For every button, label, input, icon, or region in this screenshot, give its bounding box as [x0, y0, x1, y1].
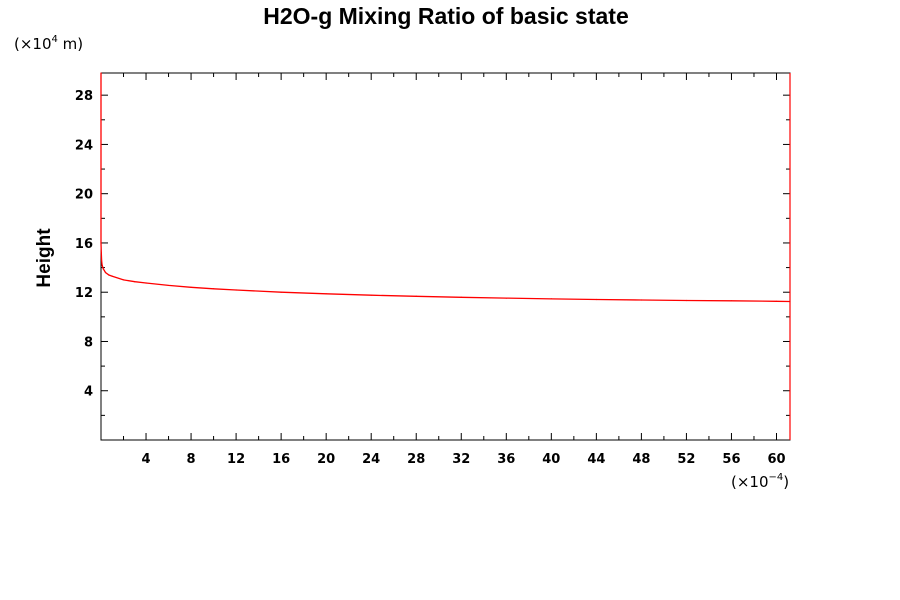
- x-tick-label: 12: [227, 452, 245, 467]
- y-axis-label: Height: [34, 228, 55, 288]
- data-point: [280, 291, 282, 293]
- x-tick-label: 16: [272, 452, 290, 467]
- y-tick-label: 8: [84, 335, 93, 350]
- data-point: [730, 300, 733, 302]
- chart-title: H2O-g Mixing Ratio of basic state: [263, 3, 629, 29]
- data-point: [145, 282, 147, 284]
- data-point: [100, 252, 102, 254]
- data-point: [104, 271, 107, 274]
- data-point: [108, 274, 110, 276]
- y-unit-prefix: (×10: [14, 35, 52, 53]
- data-point: [685, 299, 688, 302]
- x-unit-suffix: ): [783, 473, 789, 491]
- y-unit-suffix: m): [58, 35, 83, 53]
- x-tick-label: 8: [187, 452, 196, 467]
- x-unit-exponent: −4: [769, 472, 784, 483]
- x-tick-label: 40: [542, 452, 560, 467]
- x-unit-label: (×10−4): [731, 472, 789, 491]
- x-tick-label: 4: [142, 452, 151, 467]
- x-tick-label: 32: [452, 452, 470, 467]
- data-point: [100, 259, 103, 261]
- data-point: [101, 264, 103, 266]
- y-tick-label: 4: [84, 385, 93, 400]
- data-point: [325, 293, 327, 295]
- x-tick-label: 60: [767, 452, 785, 467]
- y-tick-label: 16: [75, 237, 93, 252]
- data-point: [102, 268, 104, 270]
- y-tick-label: 28: [75, 89, 93, 104]
- data-point: [134, 281, 136, 283]
- y-unit-exponent: 4: [52, 34, 58, 45]
- x-tick-label: 24: [362, 452, 380, 467]
- data-point: [550, 298, 552, 300]
- y-tick-label: 24: [75, 138, 93, 153]
- x-tick-label: 20: [317, 452, 335, 467]
- data-point: [212, 288, 215, 290]
- data-point: [505, 297, 507, 299]
- y-tick-label: 12: [75, 286, 93, 301]
- x-tick-label: 48: [632, 452, 650, 467]
- x-ticks: 4 8 12 16 20 24 28 32 36 40 44 48 52 56 60: [123, 73, 786, 467]
- data-point: [167, 284, 170, 287]
- data-point: [122, 279, 125, 281]
- data-point: [100, 242, 102, 244]
- x-tick-label: 36: [497, 452, 515, 467]
- data-point: [595, 298, 597, 301]
- x-tick-label: 44: [587, 452, 605, 467]
- data-point: [111, 275, 113, 277]
- x-unit-prefix: (×10: [731, 473, 769, 491]
- y-unit-label: (×104 m): [14, 34, 83, 53]
- data-point: [460, 296, 462, 298]
- series-line-0: [100, 73, 791, 303]
- data-point: [370, 294, 372, 296]
- data-point: [415, 295, 417, 297]
- x-tick-label: 56: [722, 452, 740, 467]
- y-tick-label: 20: [75, 188, 93, 203]
- data-point: [775, 300, 778, 302]
- series-layer: [100, 72, 791, 440]
- x-tick-label: 28: [407, 452, 425, 467]
- data-point: [640, 299, 642, 301]
- data-point: [100, 72, 102, 74]
- x-tick-label: 52: [677, 452, 695, 467]
- plot-frame: [100, 72, 791, 441]
- data-point: [235, 289, 237, 291]
- y-ticks: 4 8 12 16 20 24 28: [75, 89, 790, 416]
- data-point: [190, 286, 192, 288]
